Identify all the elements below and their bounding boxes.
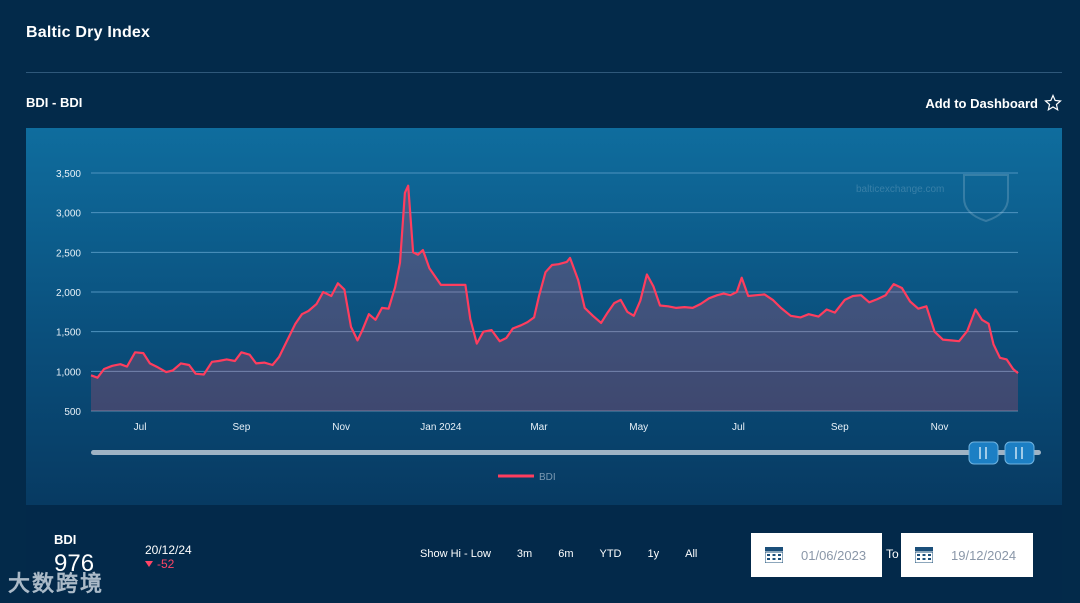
date-from-value: 01/06/2023 [801, 547, 867, 563]
date-to-value: 19/12/2024 [951, 547, 1017, 563]
x-tick-label: May [629, 422, 648, 433]
bdi-line [90, 184, 1019, 379]
y-tick-label: 1,000 [56, 367, 81, 378]
add-to-dashboard-label: Add to Dashboard [925, 95, 1038, 111]
watermark-group: balticexchange.com [856, 174, 1009, 223]
page-title: Baltic Dry Index [26, 24, 151, 41]
bottom-panel: BDI 976 20/12/24 -52 Show Hi - Low 3m 6m… [26, 505, 1062, 603]
grid-lines [91, 172, 1018, 412]
x-axis-labels: Jul Sep Nov Jan 2024 Mar May Jul Sep Nov [134, 422, 949, 433]
date-to-label: To [886, 547, 899, 561]
chart-panel: 500 1,000 1,500 2,000 2,500 3,000 3,500 Jul Sep… [26, 128, 1062, 505]
navigator-handle-right[interactable] [1004, 441, 1035, 465]
calendar-icon [915, 547, 933, 563]
range-button-ytd[interactable]: YTD [599, 548, 622, 560]
range-button-1y[interactable]: 1y [647, 548, 660, 560]
summary-change: -52 [145, 557, 174, 571]
brand-watermark: 大数跨境 [8, 571, 105, 596]
summary-label: BDI [54, 532, 77, 547]
x-tick-label: Jul [732, 422, 745, 433]
add-to-dashboard-button[interactable]: Add to Dashboard [925, 94, 1062, 112]
x-tick-label: Mar [530, 422, 548, 433]
navigator [91, 441, 1041, 465]
y-axis-labels: 500 1,000 1,500 2,000 2,500 3,000 3,500 [56, 169, 81, 418]
navigator-track[interactable] [91, 450, 1041, 455]
date-to-field[interactable]: 19/12/2024 [901, 533, 1033, 577]
y-tick-label: 3,000 [56, 209, 81, 220]
y-tick-label: 1,500 [56, 328, 81, 339]
legend-label: BDI [539, 472, 556, 483]
summary-change-value: -52 [157, 557, 175, 571]
pause-bars-icon [979, 447, 987, 459]
calendar-icon [765, 547, 783, 563]
x-tick-label: Nov [332, 422, 350, 433]
y-tick-label: 2,500 [56, 248, 81, 259]
legend[interactable]: BDI [498, 472, 556, 483]
x-tick-label: Sep [233, 422, 251, 433]
title-divider [26, 72, 1062, 73]
range-buttons: Show Hi - Low 3m 6m YTD 1y All [420, 548, 723, 560]
watermark-text: balticexchange.com [856, 184, 944, 195]
watermark-crest-icon [963, 174, 1009, 223]
bdi-chart: 500 1,000 1,500 2,000 2,500 3,000 3,500 Jul Sep… [56, 169, 1041, 483]
x-tick-label: Jul [134, 422, 147, 433]
range-button-all[interactable]: All [685, 548, 698, 560]
down-triangle-icon [145, 561, 153, 567]
navigator-handle-left[interactable] [968, 441, 999, 465]
summary-date: 20/12/24 [145, 543, 192, 557]
range-button-6m[interactable]: 6m [558, 548, 574, 560]
summary-value: 976 [54, 550, 95, 577]
range-button-3m[interactable]: 3m [516, 548, 533, 560]
y-tick-label: 2,000 [56, 288, 81, 299]
star-icon [1044, 94, 1062, 111]
y-tick-label: 500 [64, 407, 81, 418]
date-from-field[interactable]: 01/06/2023 [751, 533, 882, 577]
x-tick-label: Jan 2024 [420, 422, 462, 433]
range-button-hi-low[interactable]: Show Hi - Low [420, 548, 491, 560]
chart-subtitle: BDI - BDI [26, 95, 83, 110]
x-tick-label: Nov [931, 422, 949, 433]
x-tick-label: Sep [831, 422, 849, 433]
y-tick-label: 3,500 [56, 169, 81, 180]
pause-bars-icon [1015, 447, 1023, 459]
bdi-area [91, 185, 1018, 411]
